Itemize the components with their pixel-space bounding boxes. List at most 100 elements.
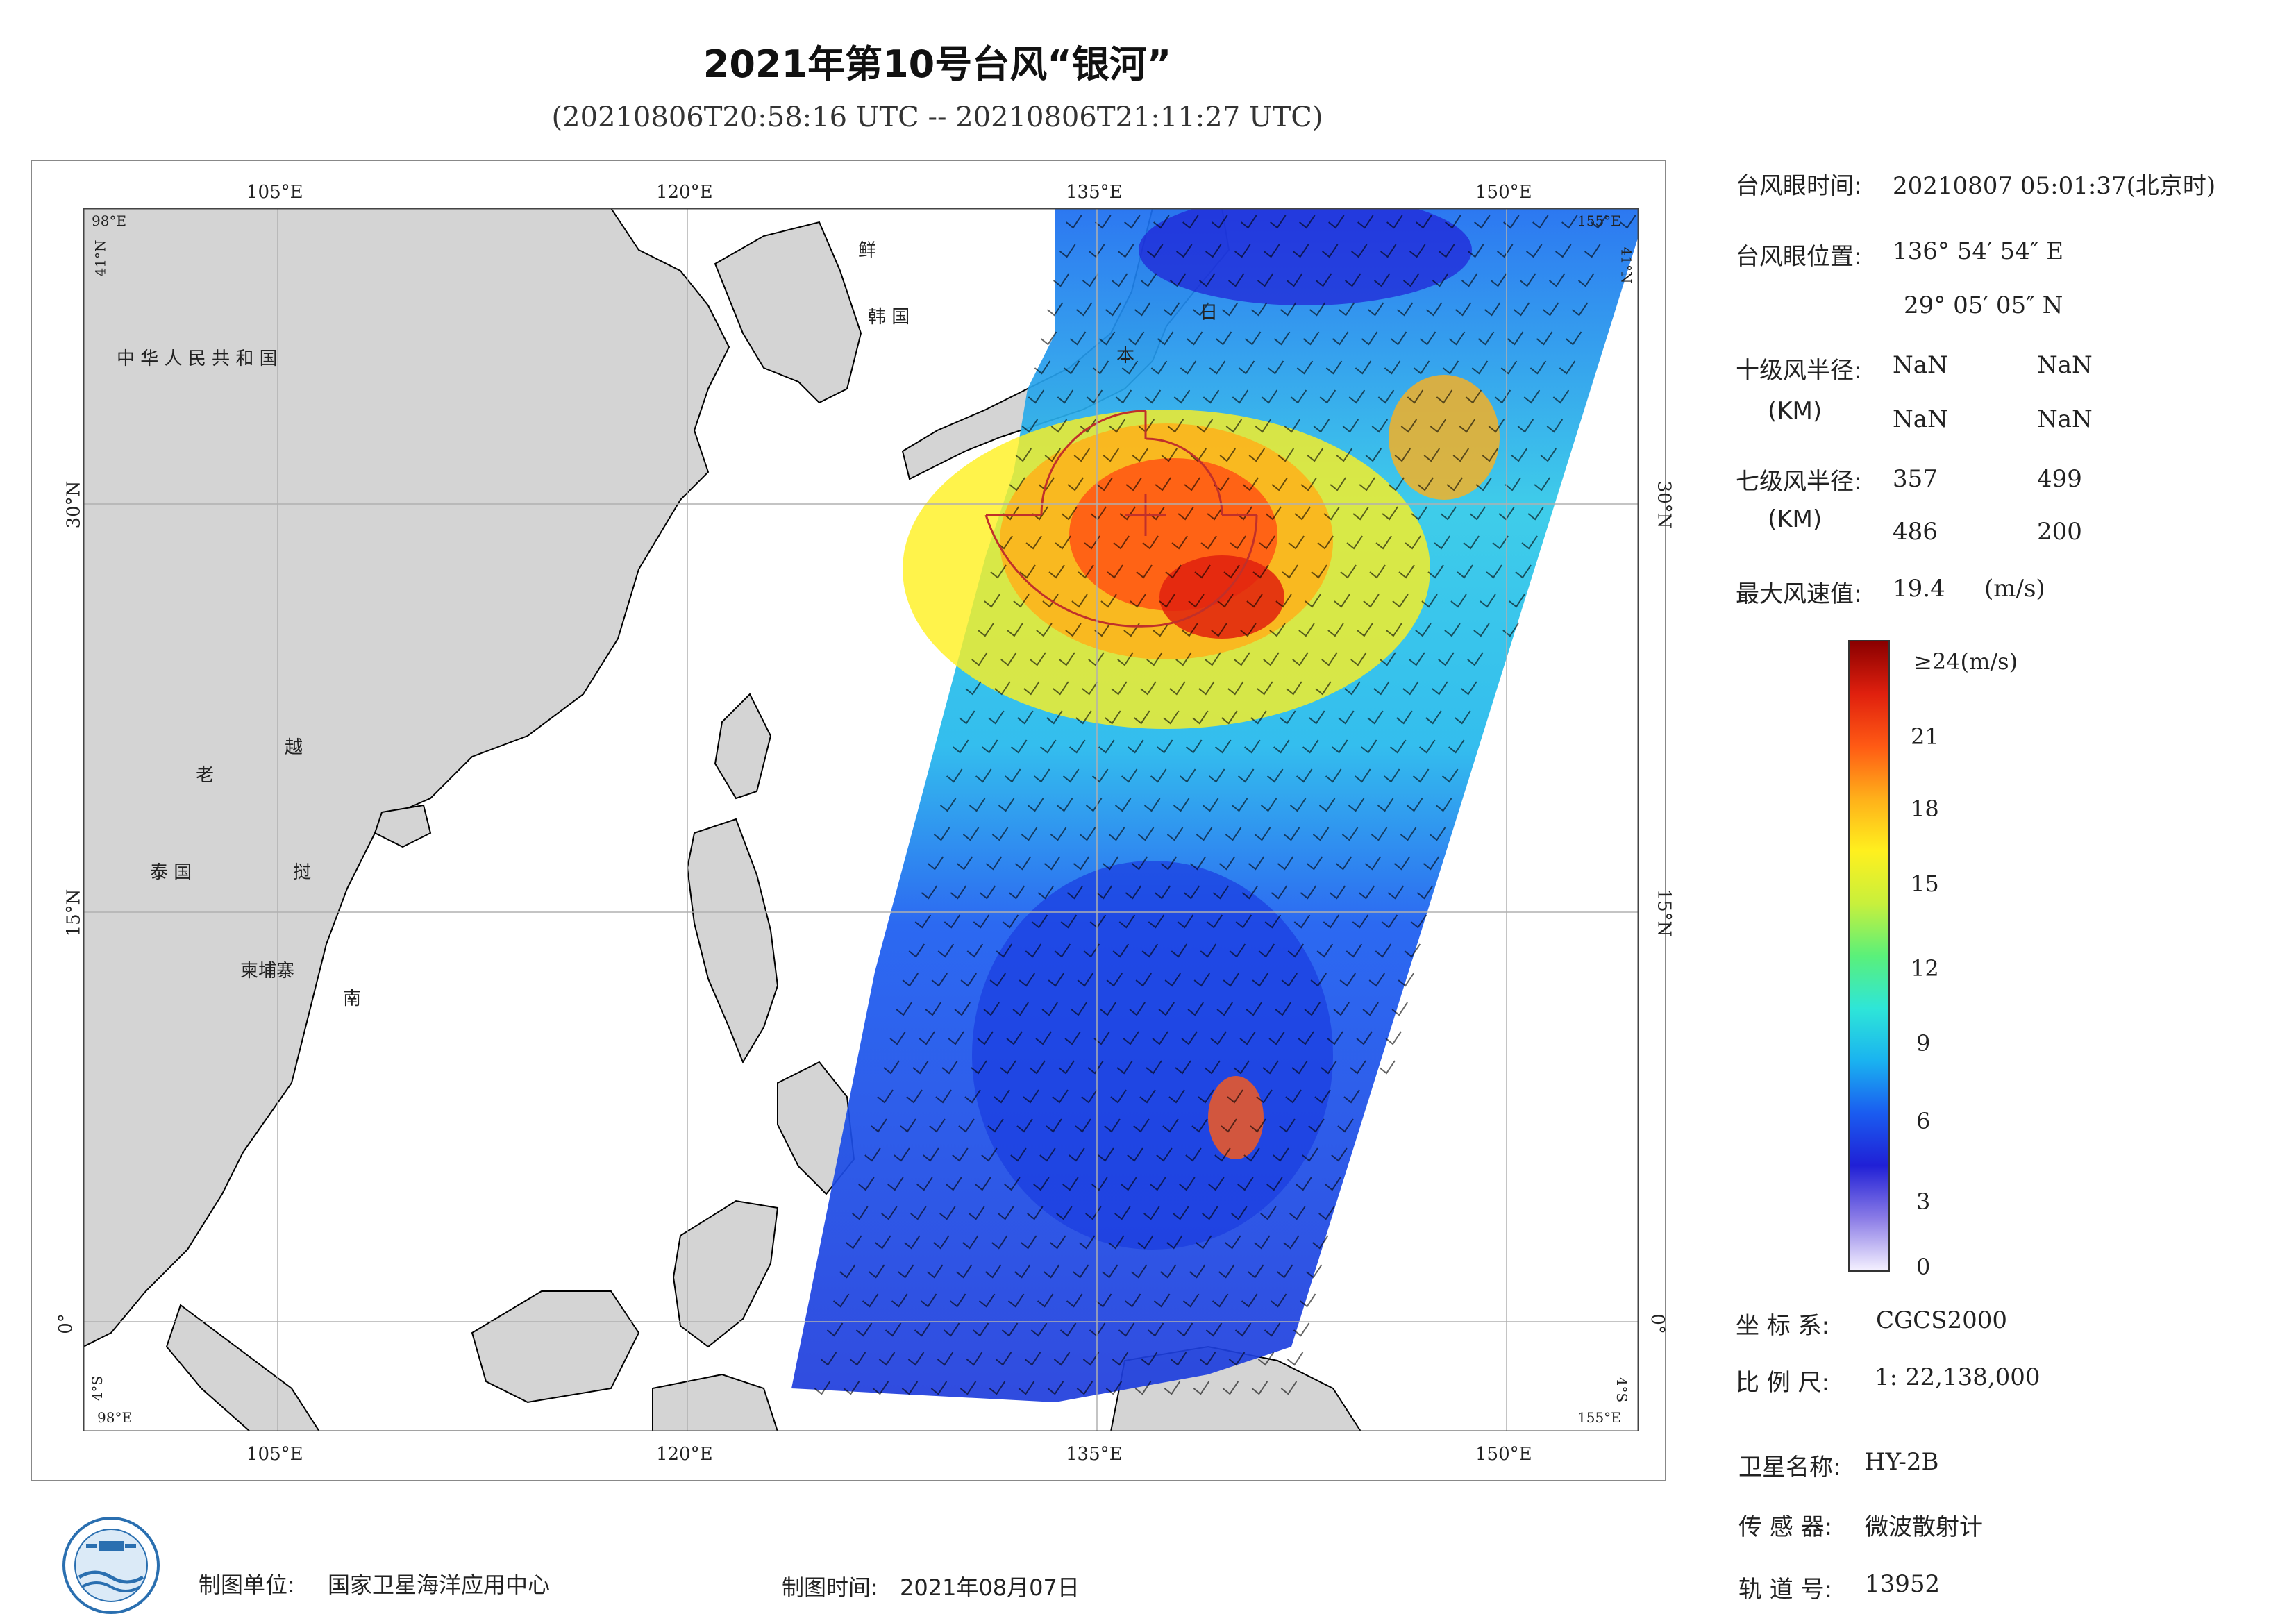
- wind-barb: [1041, 1002, 1058, 1016]
- wind-barb: [1056, 1206, 1073, 1220]
- wind-barb: [1273, 331, 1291, 346]
- wind-barb: [1167, 419, 1184, 433]
- wind-barb: [1463, 535, 1480, 550]
- wind-barb: [1400, 419, 1418, 433]
- wind-barb: [1021, 827, 1038, 841]
- wind-barb: [1116, 1060, 1133, 1075]
- wind-barb: [1008, 885, 1025, 900]
- wind-barb: [1056, 798, 1073, 812]
- wind-barb: [1351, 244, 1368, 258]
- wind-barb: [1407, 389, 1424, 404]
- wind-barb: [1204, 1060, 1221, 1075]
- wind-barb: [1227, 681, 1244, 696]
- wind-barb: [1048, 973, 1065, 987]
- wind-barb: [1467, 652, 1484, 666]
- wind-barb: [900, 1118, 916, 1133]
- wind-barb: [1250, 710, 1267, 725]
- wind-barb: [1505, 477, 1522, 491]
- wind-barb: [1432, 273, 1449, 287]
- wind-barb: [1302, 739, 1319, 754]
- wind-barb: [1088, 652, 1105, 666]
- wind-barb: [1053, 273, 1070, 287]
- lon-label-top-150: 150°E: [1475, 182, 1532, 203]
- wind-barb: [978, 1293, 996, 1308]
- wind-barb: [1336, 448, 1353, 462]
- wind-barb: [1500, 360, 1518, 375]
- wind-barb: [1212, 1293, 1229, 1308]
- wind-barb: [1214, 1147, 1231, 1162]
- wind-barb: [1280, 302, 1297, 317]
- wind-barb: [969, 1206, 985, 1220]
- wind-barb: [1438, 652, 1455, 666]
- wind-barb: [1419, 331, 1436, 346]
- r10-label: 十级风半径:: [1736, 357, 1862, 385]
- wind-barb: [1091, 768, 1109, 783]
- wind-barb: [1289, 1206, 1306, 1220]
- wind-barb: [1425, 710, 1442, 725]
- wind-barb: [966, 943, 984, 958]
- wind-barb: [1023, 681, 1040, 696]
- wind-barb: [1234, 244, 1251, 258]
- wind-barb: [1059, 652, 1075, 666]
- wind-barb: [1620, 215, 1636, 229]
- wind-barb: [1448, 331, 1466, 346]
- wind-barb: [1079, 827, 1096, 841]
- wind-barb: [1406, 798, 1423, 812]
- wind-barb: [1035, 1031, 1052, 1045]
- wind-barb: [1199, 1352, 1216, 1366]
- wind-barb: [1054, 943, 1071, 958]
- wind-barb: [1280, 1381, 1298, 1395]
- wind-barb: [1396, 710, 1413, 725]
- wind-barb: [1141, 1352, 1158, 1366]
- wind-barb: [1367, 710, 1384, 725]
- wind-barb: [864, 1147, 881, 1162]
- wind-barb: [1019, 564, 1036, 579]
- wind-barb: [1287, 1352, 1304, 1366]
- wind-barb: [1398, 973, 1415, 987]
- wind-barb: [1327, 623, 1344, 637]
- wind-barb: [1354, 768, 1371, 783]
- wind-barb: [1208, 1177, 1225, 1191]
- wind-barb: [1225, 827, 1242, 841]
- wind-barb: [1190, 448, 1207, 462]
- wind-barb: [885, 1322, 902, 1337]
- wind-barb: [991, 827, 1009, 841]
- wind-barb: [1416, 215, 1432, 229]
- wind-barb: [1100, 594, 1117, 608]
- wind-barb: [1147, 244, 1164, 258]
- wind-barb: [1367, 302, 1384, 317]
- colorbar-tick-0: 0: [1916, 1254, 1931, 1280]
- wind-barb: [1002, 914, 1019, 929]
- wind-barb: [1312, 1235, 1329, 1250]
- wind-barb: [1261, 389, 1278, 404]
- typhoon-wind-radii: [984, 410, 1258, 628]
- wind-barb: [1396, 302, 1414, 317]
- wind-barb: [958, 1118, 975, 1133]
- wind-barb: [1121, 1177, 1137, 1191]
- wind-barb: [1036, 623, 1053, 637]
- wind-barb: [927, 856, 944, 871]
- wind-barb: [1162, 1118, 1179, 1133]
- wind-barb: [956, 856, 973, 871]
- wind-barb: [1455, 302, 1472, 317]
- wind-barb: [1265, 506, 1282, 521]
- wind-barb: [1527, 506, 1544, 521]
- wind-barb: [1328, 215, 1345, 229]
- wind-barb: [1179, 1177, 1196, 1191]
- wind-barb: [1081, 1089, 1098, 1104]
- wind-barb: [1400, 827, 1417, 841]
- wind-barb: [1004, 1177, 1021, 1191]
- graticule: [83, 208, 1639, 1431]
- wind-barb: [1300, 885, 1317, 900]
- eye-pos-label: 台风眼位置:: [1736, 243, 1862, 271]
- wind-barb: [1310, 973, 1327, 987]
- wind-barb: [1318, 798, 1336, 812]
- wind-barb: [1150, 1177, 1166, 1191]
- wind-barb: [1468, 244, 1484, 258]
- wind-barb: [1344, 681, 1361, 696]
- wind-barb: [1335, 856, 1352, 871]
- wind-barb: [1311, 564, 1327, 579]
- wind-barb: [1096, 477, 1114, 491]
- wind-barb: [1321, 1060, 1337, 1075]
- wind-barb: [1010, 1147, 1027, 1162]
